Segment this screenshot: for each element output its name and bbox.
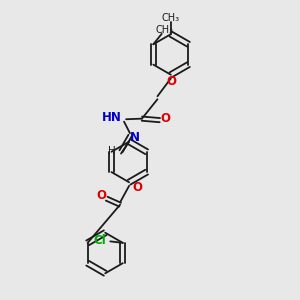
Text: CH₃: CH₃	[155, 25, 173, 35]
Text: Cl: Cl	[94, 234, 106, 247]
Text: CH₃: CH₃	[162, 13, 180, 23]
Text: N: N	[130, 131, 140, 144]
Text: O: O	[166, 75, 176, 88]
Text: O: O	[133, 181, 142, 194]
Text: H: H	[108, 146, 116, 156]
Text: HN: HN	[102, 111, 122, 124]
Text: O: O	[160, 112, 170, 125]
Text: O: O	[96, 189, 106, 202]
